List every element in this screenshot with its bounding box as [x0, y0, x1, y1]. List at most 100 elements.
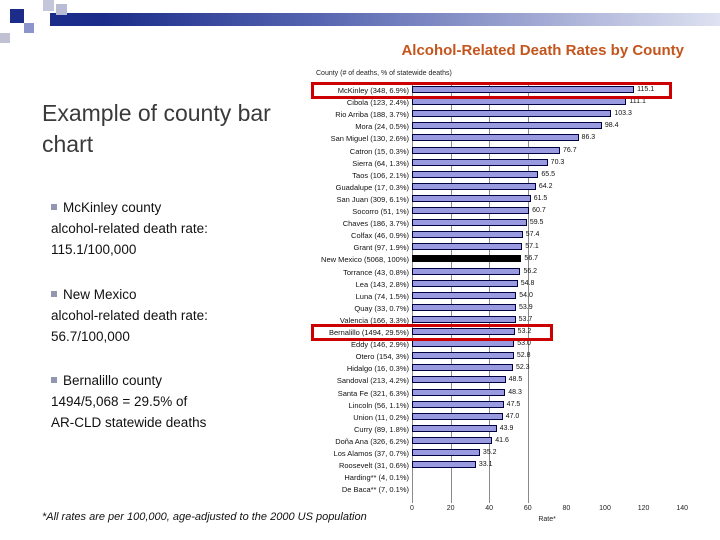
bar-value-label: 48.5	[508, 376, 523, 384]
bullet-new-mexico: New Mexico alcohol-related death rate: 5…	[51, 285, 301, 348]
bar-value-label: 64.2	[538, 182, 553, 190]
bar-value-label: 111.1	[629, 98, 646, 106]
chart-row: Luna (74, 1.5%) 54.0	[308, 290, 718, 302]
county-label: Torrance (43, 0.8%)	[343, 267, 409, 277]
county-label: Harding** (4, 0.1%)	[344, 473, 409, 483]
chart-row: Hidalgo (16, 0.3%) 52.3	[308, 362, 718, 374]
highlight-box	[311, 323, 553, 341]
bullet-lead-text: McKinley county	[63, 200, 162, 215]
bar-value-label: 86.3	[581, 134, 596, 142]
bar-value-label: 57.4	[525, 231, 540, 239]
bar-value-label: 115.1	[637, 86, 655, 93]
bullet-square-icon	[51, 204, 57, 211]
bar-value-label: 53.0	[517, 340, 531, 348]
bullet-bernalillo: Bernalillo county 1494/5,068 = 29.5% of …	[51, 371, 301, 434]
chart-row: Sandoval (213, 4.2%) 48.5	[308, 374, 718, 386]
x-tick-label: 140	[676, 505, 689, 513]
county-label: Quay (33, 0.7%)	[354, 303, 409, 313]
county-label: San Miguel (130, 2.6%)	[330, 134, 409, 144]
x-tick-label: 100	[599, 505, 611, 513]
footnote: *All rates are per 100,000, age-adjusted…	[42, 511, 367, 523]
state-bar	[412, 255, 522, 263]
county-bar	[412, 219, 527, 227]
chart-row: Cibola (123, 2.4%) 111.1	[308, 96, 718, 108]
bar-value-label: 52.8	[516, 352, 531, 360]
county-bar	[412, 134, 579, 142]
county-label: Bernalillo (1494, 29.5%)	[328, 328, 409, 337]
bar-value-label: 47.5	[506, 400, 521, 408]
chart-row: Valencia (166, 3.3%) 53.7	[308, 314, 718, 326]
county-label: Sandoval (213, 4.2%)	[336, 376, 409, 386]
chart-row: Bernalillo (1494, 29.5%) 53.2	[308, 326, 718, 338]
chart-row: De Baca** (7, 0.1%)	[308, 483, 718, 495]
bar-value-label: 103.3	[614, 110, 632, 118]
county-bar	[412, 328, 515, 335]
county-bar	[412, 400, 504, 408]
chart-row: Torrance (43, 0.8%) 56.2	[308, 266, 718, 278]
chart-row: Lincoln (56, 1.1%) 47.5	[308, 399, 718, 411]
bullet-line: 1494/5,068 = 29.5% of	[51, 393, 188, 409]
county-label: Luna (74, 1.5%)	[355, 291, 409, 301]
chart-row: Otero (154, 3%) 52.8	[308, 350, 718, 362]
bullet-mckinley: McKinley county alcohol-related death ra…	[51, 198, 301, 261]
county-bar	[412, 207, 530, 214]
county-bar	[412, 461, 476, 469]
chart-row: McKinley (348, 6.9%) 115.1	[308, 84, 718, 96]
decor-square	[10, 9, 24, 23]
bullet-lead-text: Bernalillo county	[63, 373, 163, 388]
county-bar	[412, 146, 561, 154]
decor-square	[56, 4, 67, 15]
bullet-line: 115.1/100,000	[51, 241, 137, 257]
chart-row: Colfax (46, 0.9%) 57.4	[308, 229, 718, 241]
county-label: Eddy (146, 2.9%)	[351, 340, 409, 350]
x-tick-label: 80	[562, 505, 571, 513]
chart-row: Roosevelt (31, 0.6%) 33.1	[308, 459, 718, 471]
county-bar	[412, 315, 516, 323]
county-bar	[412, 182, 536, 190]
county-bar	[412, 388, 506, 396]
county-label: New Mexico (5068, 100%)	[321, 255, 409, 265]
county-label: Taos (106, 2.1%)	[352, 170, 409, 180]
bar-value-label: 60.7	[532, 207, 546, 214]
decor-square	[24, 23, 34, 33]
bar-value-label: 56.2	[523, 267, 538, 275]
highlight-box	[311, 81, 673, 99]
county-label: De Baca** (7, 0.1%)	[341, 485, 409, 495]
chart-row: Doña Ana (326, 6.2%) 41.6	[308, 435, 718, 447]
chart-row: San Miguel (130, 2.6%) 86.3	[308, 132, 718, 144]
bar-value-label: 54.0	[519, 291, 533, 299]
page-title: Example of county bar chart	[42, 100, 271, 158]
bar-value-label: 33.1	[478, 461, 493, 469]
county-bar	[412, 412, 503, 420]
bullet-line: AR-CLD statewide deaths	[51, 414, 207, 430]
county-label: Chaves (186, 3.7%)	[342, 219, 409, 229]
chart-row: Quay (33, 0.7%) 53.9	[308, 302, 718, 314]
bar-value-label: 53.2	[517, 328, 532, 335]
county-label: Otero (154, 3%)	[355, 352, 409, 362]
county-label: Socorro (51, 1%)	[352, 207, 409, 216]
bullet-line: 56.7/100,000	[51, 328, 130, 344]
county-bar	[412, 303, 517, 311]
bar-value-label: 76.7	[563, 146, 577, 154]
bullet-line: alcohol-related death rate:	[51, 307, 208, 323]
x-tick-label: 40	[485, 505, 494, 513]
chart-row: Rio Arriba (188, 3.7%) 103.3	[308, 108, 718, 120]
county-bar	[412, 267, 521, 275]
county-label: Guadalupe (17, 0.3%)	[335, 182, 409, 192]
chart-row: Chaves (186, 3.7%) 59.5	[308, 217, 718, 229]
county-bar	[412, 243, 523, 251]
chart-row: Lea (143, 2.8%) 54.8	[308, 278, 718, 290]
county-label: Doña Ana (326, 6.2%)	[335, 436, 409, 446]
chart-row: Harding** (4, 0.1%)	[308, 471, 718, 483]
county-bar	[412, 364, 513, 372]
chart-row: Eddy (146, 2.9%) 53.0	[308, 338, 718, 350]
county-label: Grant (97, 1.9%)	[353, 243, 409, 253]
county-label: Cibola (123, 2.4%)	[346, 98, 409, 108]
county-bar	[412, 291, 517, 299]
chart-row: Socorro (51, 1%) 60.7	[308, 205, 718, 217]
county-bar	[412, 279, 518, 287]
county-label: Rio Arriba (188, 3.7%)	[335, 110, 409, 120]
bar-value-label: 57.1	[525, 243, 539, 251]
bar-value-label: 35.2	[482, 449, 497, 456]
bullet-square-icon	[51, 291, 57, 298]
